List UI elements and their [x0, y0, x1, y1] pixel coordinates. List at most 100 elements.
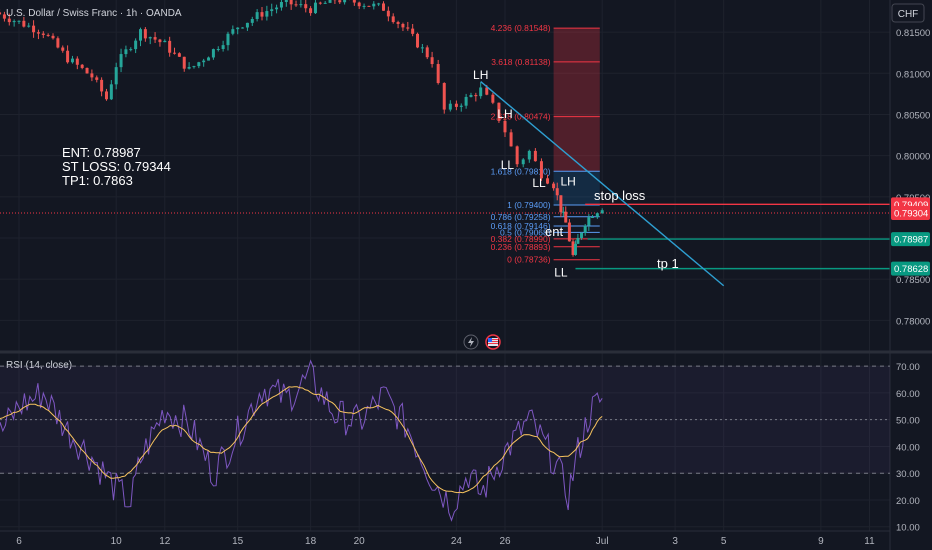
structure-label: LH [497, 107, 512, 121]
time-tick-label: 11 [864, 536, 875, 547]
candle-body [552, 183, 556, 189]
candle-body [129, 49, 133, 51]
price-tick-label: 0.80000 [896, 152, 930, 163]
candle-body [207, 57, 211, 61]
rsi-line [0, 359, 603, 522]
rsi-tick-label: 20.00 [896, 496, 920, 507]
stop-loss-label: stop loss [594, 188, 646, 203]
candle-body [221, 45, 225, 50]
candle-body [66, 50, 70, 63]
candle-body [555, 188, 559, 196]
time-axis[interactable]: 610121518202426Jul359111517192325 [16, 536, 932, 547]
lightning-icon[interactable] [463, 334, 479, 350]
candle-body [448, 103, 452, 110]
structure-label: LL [501, 158, 515, 172]
candle-body [85, 67, 89, 74]
time-tick-label: 3 [672, 536, 678, 547]
candle-body [12, 21, 16, 23]
candle-body [284, 0, 288, 3]
trade-levels[interactable] [575, 203, 890, 270]
time-tick-label: 26 [499, 536, 511, 547]
price-tick-label: 0.81000 [896, 69, 930, 80]
candle-body [357, 2, 361, 7]
candle-body [104, 91, 108, 100]
candle-body [90, 73, 94, 78]
candle-body [479, 87, 483, 97]
candle-body [109, 84, 113, 100]
price-series [0, 0, 604, 257]
rsi-reference-lines [0, 365, 890, 474]
candle-body [343, 0, 347, 3]
currency-button[interactable] [891, 3, 925, 23]
candle-body [527, 150, 531, 160]
candle-body [411, 28, 415, 34]
candle-body [436, 64, 440, 84]
time-tick-label: 12 [159, 536, 171, 547]
structure-label: LH [473, 68, 488, 82]
candle-body [509, 132, 513, 147]
candle-body [211, 49, 215, 58]
symbol-title[interactable]: U.S. Dollar / Swiss Franc · 1h · OANDA [6, 8, 182, 19]
candle-body [386, 10, 390, 17]
time-tick-label: 10 [111, 536, 123, 547]
fib-level-label: 4.236 (0.81548) [491, 23, 551, 33]
candle-body [454, 103, 458, 107]
candle-body [583, 225, 587, 233]
candle-body [464, 96, 468, 106]
candle-body [56, 38, 60, 48]
candle-body [75, 58, 79, 65]
candle-body [80, 64, 84, 68]
descending-trendline[interactable] [480, 80, 725, 287]
candle-body [382, 3, 385, 11]
candle-body [245, 22, 249, 28]
candle-body [391, 16, 395, 23]
candle-body [182, 56, 186, 69]
price-tag [891, 232, 930, 247]
time-tick-label: 15 [232, 536, 244, 547]
price-tag-label: 0.78628 [894, 264, 928, 275]
candle-body [491, 94, 495, 103]
candle-body [406, 27, 410, 29]
candle-body [420, 47, 424, 49]
candle-body [95, 77, 99, 80]
candle-body [158, 39, 162, 43]
candle-body [70, 58, 74, 63]
candle-body [546, 178, 550, 184]
candle-body [294, 4, 298, 6]
candle-body [564, 211, 568, 223]
candle-body [600, 210, 604, 214]
candle-body [396, 22, 400, 24]
candle-body [231, 29, 235, 34]
structure-labels: LH LH LL LL LH LL [473, 68, 576, 280]
time-tick-label: 24 [451, 536, 463, 547]
candle-body [571, 241, 575, 255]
price-tag-label: 0.78987 [894, 235, 928, 246]
fib-level-label: 0.618 (0.79146) [491, 221, 551, 231]
us-flag-icon[interactable] [485, 334, 501, 350]
candle-body [177, 53, 181, 57]
candle-body [309, 8, 313, 14]
candle-body [576, 238, 580, 244]
entry-note: ENT: 0.78987 [62, 145, 141, 160]
rsi-axis[interactable]: 70.00 60.00 50.00 40.00 30.00 20.00 10.00 [896, 362, 920, 534]
candle-body [323, 2, 327, 4]
candle-body [46, 34, 50, 36]
price-tick-label: 0.78500 [896, 275, 930, 286]
rsi-title[interactable]: RSI (14, close) [6, 360, 72, 371]
candle-body [377, 3, 381, 5]
candle-body [497, 102, 501, 121]
candle-body [590, 217, 594, 219]
candle-body [580, 232, 584, 239]
rsi-tick-label: 10.00 [896, 523, 920, 534]
candle-body [275, 7, 279, 10]
take-profit-label: tp 1 [657, 256, 679, 271]
currency-label[interactable]: CHF [898, 9, 919, 20]
candle-body [124, 49, 128, 55]
structure-label: LH [561, 174, 576, 188]
candle-body [372, 3, 376, 7]
candle-body [2, 14, 6, 19]
candle-body [163, 40, 167, 43]
candle-body [7, 18, 11, 23]
candle-body [567, 222, 571, 242]
